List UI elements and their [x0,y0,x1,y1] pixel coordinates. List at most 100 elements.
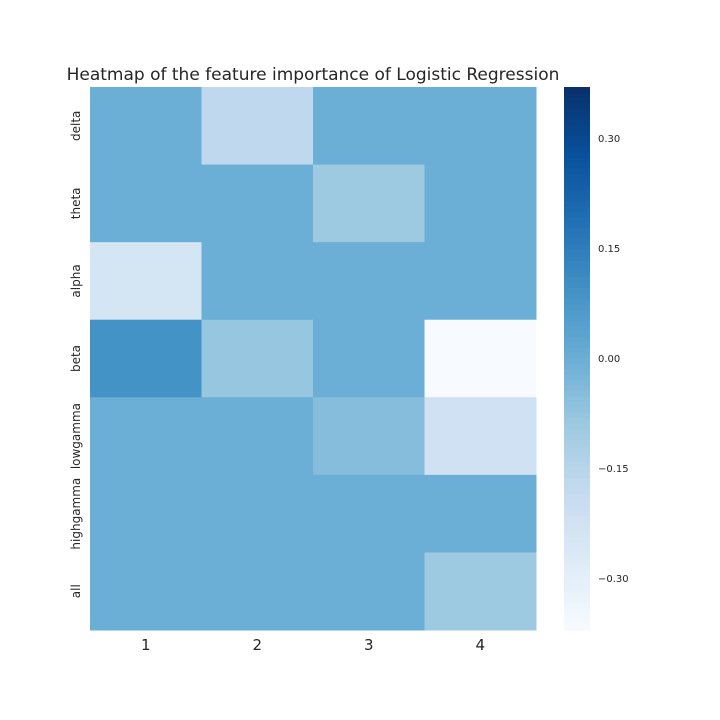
colorbar-segment [564,559,590,566]
colorbar-segment [564,418,590,425]
colorbar-tick-label: −0.15 [598,464,629,475]
heatmap-cell [313,397,425,476]
heatmap-cell [313,552,425,631]
colorbar-segment [564,608,590,615]
colorbar-tick-label: 0.30 [598,134,620,145]
colorbar-segment [564,108,590,115]
heatmap-cell [90,164,202,243]
colorbar-segment [564,277,590,284]
colorbar-segment [564,331,590,338]
colorbar-segment [564,505,590,512]
x-tick-label: 3 [364,636,374,654]
colorbar-segment [564,363,590,370]
colorbar-segment [564,347,590,354]
colorbar-segment [564,141,590,148]
colorbar-segment [564,575,590,582]
heatmap-cell [424,552,537,631]
colorbar-segment [564,553,590,561]
heatmap-cells [90,87,537,631]
colorbar-segment [564,619,590,626]
colorbar-segment [564,184,590,191]
colorbar-segment [564,304,590,311]
colorbar-segment [564,146,590,153]
colorbar-segment [564,581,590,588]
colorbar-segment [564,543,590,550]
colorbar-segment [564,526,590,533]
y-tick-label: delta [69,111,83,141]
colorbar-segment [564,195,590,202]
heatmap-cell [313,242,425,321]
colorbar-segment [564,190,590,197]
y-tick-label: theta [69,187,83,219]
colorbar-segment [564,217,590,224]
colorbar-segment [564,385,590,392]
colorbar-tick-label: 0.15 [598,244,620,255]
colorbar-segment [564,152,590,159]
colorbar-segment [564,353,590,360]
x-tick-label: 2 [252,636,262,654]
colorbar-segment [564,228,590,235]
colorbar-segment [564,320,590,327]
heatmap-cell [201,319,314,398]
colorbar-segment [564,260,590,267]
colorbar-segment [564,548,590,555]
heatmap-cell [201,474,314,553]
colorbar-segment [564,537,590,544]
y-tick-label: all [69,584,83,598]
x-tick-label: 1 [141,636,151,654]
x-tick-label: 4 [475,636,485,654]
colorbar-segment [564,163,590,170]
colorbar-segment [564,423,590,430]
colorbar-segment [564,201,590,208]
colorbar-segment [564,130,590,137]
colorbar-segment [564,282,590,289]
colorbar-segment [564,179,590,186]
colorbar-segment [564,445,590,452]
y-tick-label: beta [69,345,83,372]
heatmap-cell [313,87,425,166]
colorbar-segment [564,391,590,398]
colorbar-tick-label: −0.30 [598,574,629,585]
heatmap-cell [424,87,537,166]
colorbar-segment [564,206,590,213]
colorbar-segment [564,586,590,593]
colorbar-segment [564,315,590,322]
chart-title: Heatmap of the feature importance of Log… [67,65,560,85]
colorbar-segment [564,564,590,571]
colorbar-segment [564,461,590,468]
heatmap-cell [313,319,425,398]
colorbar-segment [564,369,590,376]
heatmap-cell [424,319,537,398]
colorbar-segment [564,477,590,484]
colorbar-segment [564,168,590,175]
colorbar-segment [564,483,590,490]
colorbar-segment [564,374,590,381]
colorbar-segment [564,521,590,528]
heatmap-cell [201,552,314,631]
colorbar-segment [564,532,590,539]
colorbar-segment [564,488,590,495]
colorbar-segment [564,119,590,126]
colorbar-segment [564,358,590,365]
heatmap-cell [424,164,537,243]
colorbar-segment [564,249,590,256]
colorbar-segment [564,87,590,94]
heatmap-cell [90,87,202,166]
colorbar-segment [564,380,590,387]
colorbar-segment [564,309,590,316]
y-tick-labels: delta theta alpha beta lowgamma highgamma all [69,111,83,599]
colorbar-segment [564,336,590,343]
colorbar-segment [564,287,590,294]
colorbar-segment [564,244,590,251]
y-tick-label: alpha [69,264,83,297]
colorbar-segment [564,494,590,501]
colorbar-segment [564,222,590,229]
heatmap-cell [313,474,425,553]
y-tick-label: lowgamma [69,403,83,469]
heatmap-cell [90,242,202,321]
heatmap-cell [90,397,202,476]
colorbar-segment [564,135,590,142]
colorbar-segment [564,211,590,218]
colorbar-segment [564,624,590,631]
